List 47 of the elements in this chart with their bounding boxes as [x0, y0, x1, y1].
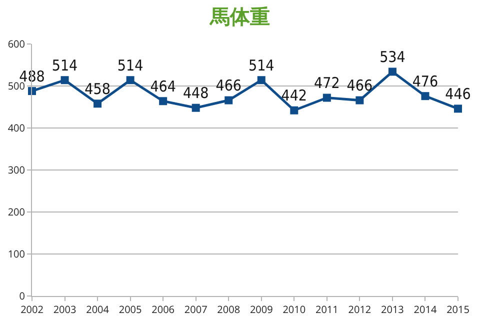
- point: [290, 106, 298, 114]
- data-label: 448: [182, 84, 209, 102]
- data-label: 514: [52, 56, 78, 74]
- x-tick-label: 2008: [217, 302, 240, 316]
- point: [94, 100, 102, 108]
- x-tick-label: 2002: [20, 302, 44, 316]
- x-tick-label: 2009: [250, 302, 274, 316]
- data-label: 466: [216, 76, 242, 95]
- data-label: 472: [314, 74, 340, 92]
- x-tick-label: 2004: [86, 302, 110, 316]
- point: [126, 76, 134, 84]
- x-tick-label: 2007: [184, 302, 208, 316]
- x-tick-label: 2014: [414, 302, 437, 316]
- data-label: 534: [380, 48, 406, 66]
- data-label: 476: [412, 72, 438, 90]
- y-tick-label: 0: [19, 288, 26, 302]
- y-tick-label: 600: [8, 36, 26, 50]
- y-tick-label: 200: [8, 204, 26, 218]
- data-label: 442: [281, 86, 308, 105]
- point: [356, 96, 364, 104]
- x-tick-label: 2015: [446, 302, 470, 316]
- point: [322, 94, 331, 102]
- point: [224, 96, 233, 104]
- x-tick-label: 2006: [152, 302, 175, 316]
- x-tick-label: 2010: [282, 302, 306, 316]
- x-tick-label: 2012: [348, 302, 372, 316]
- y-tick-label: 400: [8, 120, 26, 134]
- y-tick-label: 300: [8, 162, 26, 176]
- x-tick-label: 2003: [53, 302, 76, 316]
- data-label: 458: [84, 80, 110, 98]
- point: [388, 68, 396, 76]
- x-tick-label: 2005: [118, 302, 142, 316]
- data-label: 514: [117, 56, 144, 74]
- data-label: 514: [248, 56, 274, 74]
- x-tick-label: 2013: [381, 302, 404, 316]
- data-label: 466: [346, 76, 373, 95]
- point: [60, 76, 69, 84]
- data-label: 446: [445, 84, 471, 103]
- y-tick-label: 100: [8, 246, 26, 260]
- x-tick-label: 2011: [315, 302, 338, 316]
- data-label: 464: [150, 77, 176, 96]
- point: [159, 97, 168, 106]
- point: [454, 104, 462, 113]
- chart-title: 馬体重: [209, 4, 270, 29]
- point: [421, 92, 430, 100]
- point: [257, 76, 266, 84]
- point: [192, 104, 200, 112]
